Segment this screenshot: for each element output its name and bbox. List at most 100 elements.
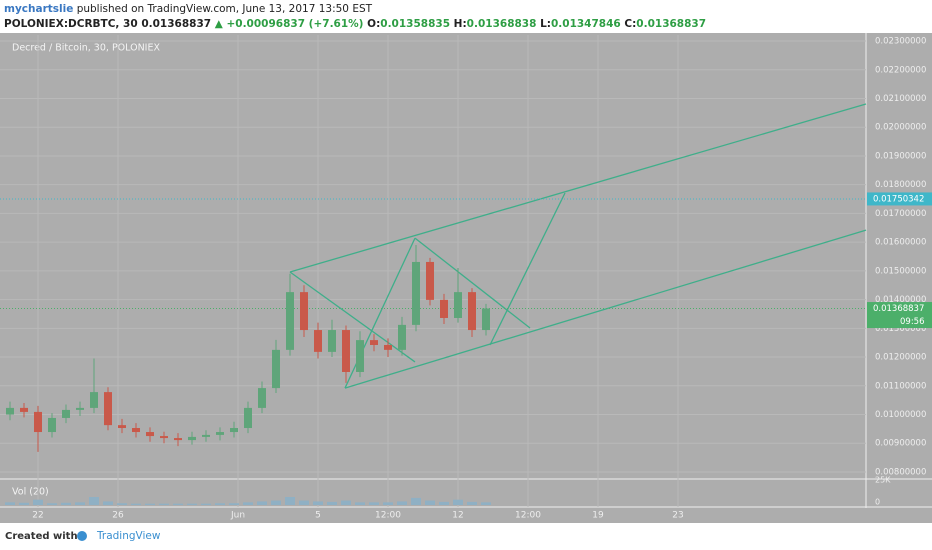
y-tick-label: 0.01000000: [875, 410, 926, 420]
ohlc-label: H:: [453, 18, 467, 30]
volume-bar: [257, 501, 267, 505]
ohlc-label: C:: [624, 18, 637, 30]
last: 0.01368837: [141, 18, 212, 30]
candle-body: [356, 340, 364, 372]
change: ▲ +0.00096837 (+7.61%): [214, 18, 364, 30]
candle-body: [258, 388, 266, 408]
volume-bar: [229, 503, 239, 505]
header-line: mychartslie published on TradingView.com…: [4, 2, 706, 17]
y-tick-label: 0.01600000: [875, 238, 926, 248]
volume-bar: [117, 503, 127, 505]
volume-bar: [383, 502, 393, 505]
y-tick-label: 0.02300000: [875, 37, 926, 47]
x-tick-label: 23: [672, 511, 683, 521]
candle-body: [62, 409, 70, 418]
volume-bar: [299, 500, 309, 505]
logo: [77, 531, 87, 541]
price-label-box: [867, 192, 932, 206]
volume-bar: [355, 502, 365, 505]
trendline: [414, 237, 531, 329]
volume-title: Vol (20): [12, 487, 49, 498]
candle-body: [216, 432, 224, 435]
candle-body: [48, 417, 56, 433]
x-tick-label: 22: [32, 511, 43, 521]
price-label: 0.01368837: [873, 304, 924, 314]
candle-body: [160, 436, 168, 439]
trendline: [289, 103, 867, 273]
price-label: 0.01750342: [873, 194, 924, 204]
candle-body: [482, 308, 490, 331]
x-tick-label: 12: [452, 511, 463, 521]
footer-bg: [0, 523, 932, 550]
volume-bar: [327, 501, 337, 505]
author: mychartslie: [4, 3, 74, 15]
y-tick-label: 0.01400000: [875, 295, 926, 305]
volume-tick-label: 25K: [875, 475, 891, 484]
volume-bar: [411, 497, 421, 505]
y-tick-label: 0.01700000: [875, 209, 926, 219]
volume-bar: [61, 502, 71, 505]
symbol: POLONIEX:DCRBTC, 30: [4, 18, 138, 30]
candle-body: [342, 330, 350, 372]
volume-bar: [103, 501, 113, 505]
candle-body: [412, 261, 420, 325]
ohlc-value: 0.01347846: [550, 18, 621, 30]
y-tick-label: 0.02000000: [875, 123, 926, 133]
volume-tick-label: 0: [875, 498, 880, 507]
volume-bar: [75, 502, 85, 505]
ohlc-label: O:: [367, 18, 381, 30]
price-label-box: [867, 302, 932, 329]
x-tick-label: Jun: [230, 511, 245, 521]
volume-bar: [5, 502, 15, 505]
candle-body: [286, 292, 294, 350]
volume-bar: [313, 501, 323, 505]
volume-bar: [187, 503, 197, 505]
trendline: [344, 229, 867, 389]
candle-body: [384, 344, 392, 350]
candle-body: [132, 428, 140, 433]
candle-body: [174, 438, 182, 441]
volume-bar: [173, 503, 183, 505]
x-tick-label: 26: [112, 511, 124, 521]
published: published on TradingView.com, June 13, 2…: [76, 3, 373, 15]
ohlc-value: 0.01368837: [636, 18, 707, 30]
volume-bar: [201, 503, 211, 505]
volume-bar: [33, 499, 43, 505]
candle-body: [6, 407, 14, 415]
candle-body: [328, 330, 336, 352]
y-tick-label: 0.01100000: [875, 381, 926, 391]
y-tick-label: 0.01200000: [875, 353, 926, 363]
candle-body: [104, 392, 112, 426]
y-tick-label: 0.01500000: [875, 266, 926, 276]
volume-bar: [439, 501, 449, 505]
ohlc: O:0.01358835 H:0.01368838 L:0.01347846 C…: [367, 18, 706, 30]
candle-body: [118, 425, 126, 429]
candle-body: [34, 411, 42, 433]
symbol-line: POLONIEX:DCRBTC, 30 0.01368837 ▲ +0.0009…: [4, 17, 706, 32]
candle-body: [76, 407, 84, 410]
price-time: 09:56: [900, 317, 925, 327]
ohlc-value: 0.01358835: [380, 18, 451, 30]
volume-bar: [47, 503, 57, 505]
volume-bar: [215, 503, 225, 505]
x-tick-label: 19: [592, 511, 604, 521]
candle-body: [300, 292, 308, 331]
volume-bar: [369, 502, 379, 505]
footer-brand: TradingView: [96, 530, 161, 542]
y-tick-label: 0.01900000: [875, 151, 926, 161]
candle-body: [426, 261, 434, 300]
candle-body: [90, 392, 98, 408]
volume-bar: [425, 500, 435, 505]
y-tick-label: 0.00900000: [875, 439, 926, 449]
chart-title: Decred / Bitcoin, 30, POLONIEX: [12, 43, 160, 54]
volume-bar: [453, 499, 463, 505]
volume-bar: [159, 503, 169, 505]
header: mychartslie published on TradingView.com…: [4, 2, 706, 32]
x-tick-label: 12:00: [515, 511, 541, 521]
x-tick-label: 12:00: [375, 511, 401, 521]
x-tick-label: 5: [315, 511, 321, 521]
candle-body: [370, 340, 378, 345]
candle-body: [440, 299, 448, 318]
